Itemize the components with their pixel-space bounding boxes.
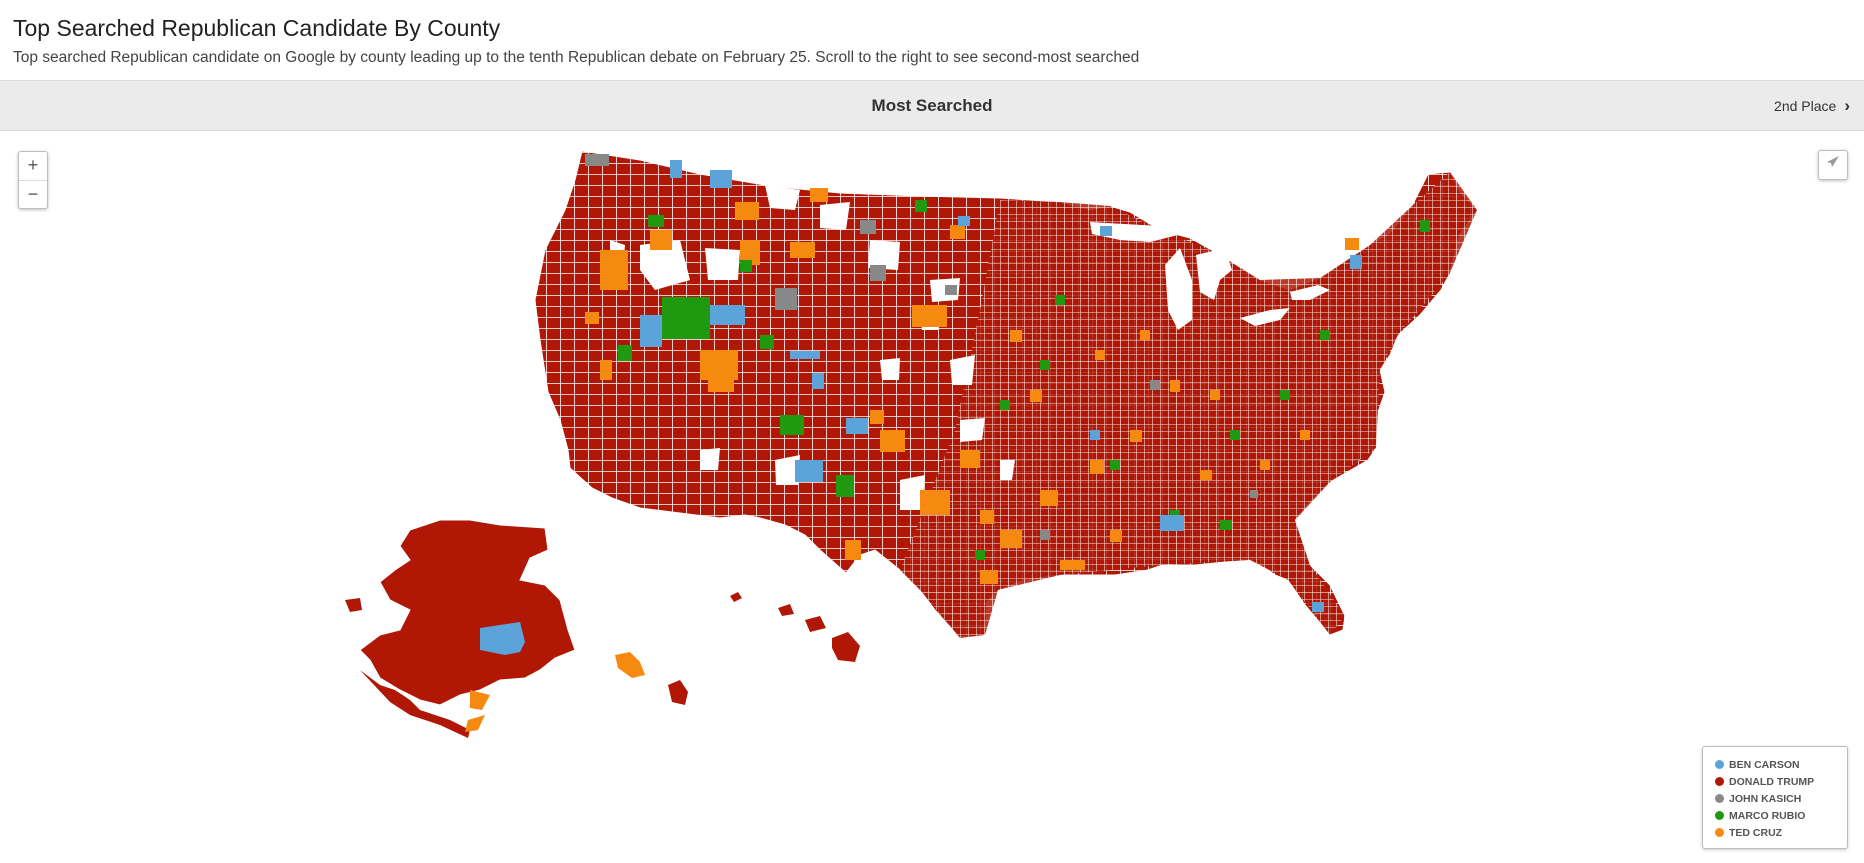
hawaii-cruz-region[interactable]: [615, 652, 645, 678]
legend-swatch: [1715, 794, 1724, 803]
john-kasich-counties[interactable]: [585, 154, 1258, 540]
tab-bar: Most Searched 2nd Place ›: [0, 80, 1864, 131]
hawaii-shape[interactable]: [730, 592, 742, 602]
ben-carson-counties[interactable]: [640, 160, 1362, 612]
legend-swatch: [1715, 777, 1724, 786]
alaska-shape[interactable]: [359, 519, 576, 706]
tab-next-label: 2nd Place: [1774, 98, 1837, 114]
tab-current-most-searched: Most Searched: [871, 96, 993, 115]
legend-item-marco-rubio[interactable]: MARCO RUBIO: [1715, 808, 1839, 825]
no-data-regions: [610, 185, 1015, 510]
legend-item-john-kasich[interactable]: JOHN KASICH: [1715, 791, 1839, 808]
zoom-control: + −: [18, 151, 48, 209]
share-button[interactable]: [1818, 150, 1848, 180]
header: Top Searched Republican Candidate By Cou…: [13, 10, 1851, 68]
legend-label: TED CRUZ: [1729, 827, 1783, 839]
ted-cruz-counties[interactable]: [585, 188, 1359, 584]
minus-icon: −: [27, 184, 39, 204]
tab-next-2nd-place[interactable]: 2nd Place ›: [1774, 81, 1850, 131]
legend-item-ted-cruz[interactable]: TED CRUZ: [1715, 825, 1839, 842]
page-subtitle: Top searched Republican candidate on Goo…: [13, 49, 1140, 66]
legend-item-ben-carson[interactable]: BEN CARSON: [1715, 757, 1839, 774]
legend-label: JOHN KASICH: [1729, 793, 1802, 805]
legend-label: MARCO RUBIO: [1729, 810, 1806, 822]
plus-icon: +: [27, 155, 39, 175]
map-legend: BEN CARSON DONALD TRUMP JOHN KASICH MARC…: [1702, 746, 1848, 849]
legend-item-donald-trump[interactable]: DONALD TRUMP: [1715, 774, 1839, 791]
alaska-carson-region[interactable]: [480, 622, 525, 655]
page-title: Top Searched Republican Candidate By Cou…: [13, 15, 501, 41]
chevron-right-icon: ›: [1844, 96, 1850, 115]
legend-label: BEN CARSON: [1729, 759, 1800, 771]
legend-swatch: [1715, 760, 1724, 769]
marco-rubio-counties[interactable]: [618, 200, 1430, 560]
paper-plane-icon: [1827, 156, 1839, 167]
legend-swatch: [1715, 811, 1724, 820]
zoom-out-button[interactable]: −: [19, 181, 47, 209]
legend-swatch: [1715, 828, 1724, 837]
county-map[interactable]: [0, 130, 1864, 863]
legend-label: DONALD TRUMP: [1729, 776, 1815, 788]
zoom-in-button[interactable]: +: [19, 152, 47, 181]
